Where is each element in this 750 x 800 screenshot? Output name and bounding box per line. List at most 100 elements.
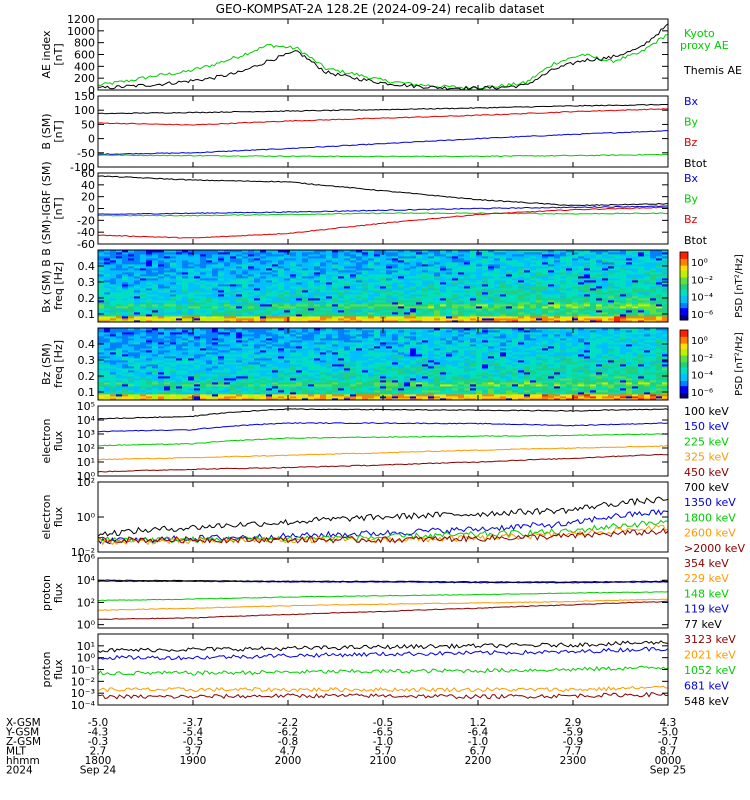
heatmap-cell <box>134 272 141 275</box>
heatmap-cell <box>398 308 405 311</box>
heatmap-cell <box>242 252 249 255</box>
heatmap-cell <box>194 360 201 363</box>
heatmap-cell <box>266 292 273 295</box>
heatmap-cell <box>428 318 435 321</box>
heatmap-cell <box>464 286 471 289</box>
heatmap-cell <box>572 266 579 269</box>
heatmap-cell <box>290 344 297 347</box>
heatmap-cell <box>176 316 183 319</box>
heatmap-cell <box>98 344 105 347</box>
heatmap-cell <box>602 314 609 317</box>
heatmap-cell <box>194 372 201 375</box>
heatmap-cell <box>122 332 129 335</box>
heatmap-cell <box>206 274 213 277</box>
heatmap-cell <box>164 368 171 371</box>
heatmap-cell <box>530 284 537 287</box>
heatmap-cell <box>488 276 495 279</box>
heatmap-cell <box>650 272 657 275</box>
heatmap-cell <box>362 308 369 311</box>
heatmap-cell <box>434 288 441 291</box>
heatmap-cell <box>404 318 411 321</box>
heatmap-cell <box>470 260 477 263</box>
heatmap-cell <box>524 294 531 297</box>
heatmap-cell <box>590 272 597 275</box>
heatmap-cell <box>152 282 159 285</box>
heatmap-cell <box>176 268 183 271</box>
heatmap-cell <box>152 274 159 277</box>
heatmap-cell <box>194 288 201 291</box>
heatmap-cell <box>530 304 537 307</box>
heatmap-cell <box>380 310 387 313</box>
heatmap-cell <box>488 286 495 289</box>
heatmap-cell <box>596 312 603 315</box>
heatmap-cell <box>134 388 141 391</box>
heatmap-cell <box>170 354 177 357</box>
heatmap-cell <box>212 292 219 295</box>
heatmap-cell <box>158 290 165 293</box>
heatmap-cell <box>122 394 129 397</box>
heatmap-cell <box>470 250 477 253</box>
heatmap-cell <box>284 300 291 303</box>
heatmap-cell <box>326 262 333 265</box>
heatmap-cell <box>188 386 195 389</box>
heatmap-cell <box>260 258 267 261</box>
heatmap-cell <box>116 290 123 293</box>
heatmap-cell <box>212 278 219 281</box>
heatmap-cell <box>128 284 135 287</box>
heatmap-cell <box>506 274 513 277</box>
heatmap-cell <box>170 350 177 353</box>
heatmap-cell <box>482 312 489 315</box>
heatmap-cell <box>224 366 231 369</box>
heatmap-cell <box>326 278 333 281</box>
heatmap-cell <box>254 252 261 255</box>
heatmap-cell <box>356 282 363 285</box>
heatmap-cell <box>284 314 291 317</box>
heatmap-cell <box>152 384 159 387</box>
heatmap-cell <box>182 342 189 345</box>
heatmap-cell <box>146 362 153 365</box>
heatmap-cell <box>200 356 207 359</box>
heatmap-cell <box>272 378 279 381</box>
heatmap-cell <box>656 272 663 275</box>
heatmap-cell <box>392 314 399 317</box>
heatmap-cell <box>110 342 117 345</box>
heatmap-cell <box>104 354 111 357</box>
heatmap-cell <box>200 304 207 307</box>
heatmap-cell <box>644 286 651 289</box>
heatmap-cell <box>320 252 327 255</box>
heatmap-cell <box>662 276 668 279</box>
heatmap-cell <box>566 260 573 263</box>
heatmap-cell <box>248 372 255 375</box>
heatmap-cell <box>182 308 189 311</box>
heatmap-cell <box>158 296 165 299</box>
heatmap-cell <box>212 350 219 353</box>
heatmap-cell <box>248 338 255 341</box>
heatmap-cell <box>212 284 219 287</box>
heatmap-cell <box>374 256 381 259</box>
heatmap-cell <box>188 396 195 399</box>
heatmap-cell <box>662 308 668 311</box>
heatmap-cell <box>350 274 357 277</box>
heatmap-cell <box>584 296 591 299</box>
heatmap-cell <box>368 266 375 269</box>
heatmap-cell <box>98 334 105 337</box>
heatmap-cell <box>602 302 609 305</box>
heatmap-cell <box>278 304 285 307</box>
heatmap-cell <box>320 372 327 375</box>
heatmap-cell <box>236 314 243 317</box>
heatmap-cell <box>248 262 255 265</box>
heatmap-cell <box>566 256 573 259</box>
heatmap-cell <box>200 314 207 317</box>
heatmap-cell <box>206 302 213 305</box>
heatmap-cell <box>230 362 237 365</box>
heatmap-cell <box>170 382 177 385</box>
heatmap-cell <box>236 288 243 291</box>
heatmap-cell <box>470 258 477 261</box>
heatmap-cell <box>554 276 561 279</box>
heatmap-cell <box>104 366 111 369</box>
heatmap-cell <box>134 370 141 373</box>
heatmap-cell <box>236 250 243 253</box>
heatmap-cell <box>296 384 303 387</box>
